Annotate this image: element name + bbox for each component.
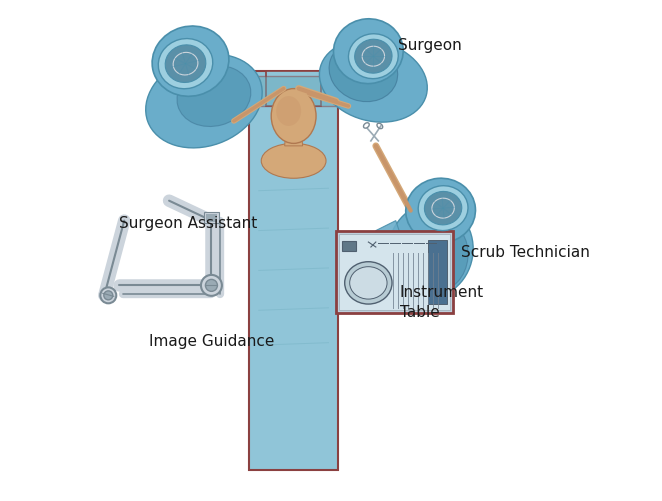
Ellipse shape xyxy=(348,34,399,79)
Bar xyxy=(342,240,356,252)
Text: Scrub Technician: Scrub Technician xyxy=(461,245,589,261)
Bar xyxy=(428,239,447,304)
Ellipse shape xyxy=(406,178,475,243)
Ellipse shape xyxy=(355,39,392,73)
Ellipse shape xyxy=(276,96,301,126)
Ellipse shape xyxy=(104,291,113,300)
Ellipse shape xyxy=(345,262,392,304)
Ellipse shape xyxy=(158,39,213,89)
Polygon shape xyxy=(285,126,303,146)
Ellipse shape xyxy=(320,40,427,122)
Ellipse shape xyxy=(201,275,222,296)
Ellipse shape xyxy=(261,143,326,178)
Ellipse shape xyxy=(424,191,462,225)
Bar xyxy=(339,233,450,310)
Ellipse shape xyxy=(177,66,251,126)
Ellipse shape xyxy=(146,54,262,148)
Ellipse shape xyxy=(388,203,473,298)
Text: Image Guidance: Image Guidance xyxy=(149,334,275,349)
Ellipse shape xyxy=(271,89,316,143)
Text: Instrument: Instrument xyxy=(400,286,484,300)
Text: Table: Table xyxy=(400,305,440,320)
Ellipse shape xyxy=(334,19,403,84)
Ellipse shape xyxy=(101,288,117,303)
Ellipse shape xyxy=(152,26,229,96)
Polygon shape xyxy=(371,220,401,261)
Bar xyxy=(204,212,219,223)
Bar xyxy=(206,214,217,221)
Ellipse shape xyxy=(418,186,468,230)
Bar xyxy=(249,71,338,470)
Ellipse shape xyxy=(205,280,217,292)
Ellipse shape xyxy=(166,45,206,83)
Text: Surgeon: Surgeon xyxy=(399,38,462,53)
Bar xyxy=(266,71,321,106)
Bar xyxy=(249,76,338,106)
Bar xyxy=(336,230,453,313)
Ellipse shape xyxy=(413,220,468,290)
Ellipse shape xyxy=(350,267,387,299)
Ellipse shape xyxy=(329,41,398,102)
Text: Surgeon Assistant: Surgeon Assistant xyxy=(119,215,258,230)
